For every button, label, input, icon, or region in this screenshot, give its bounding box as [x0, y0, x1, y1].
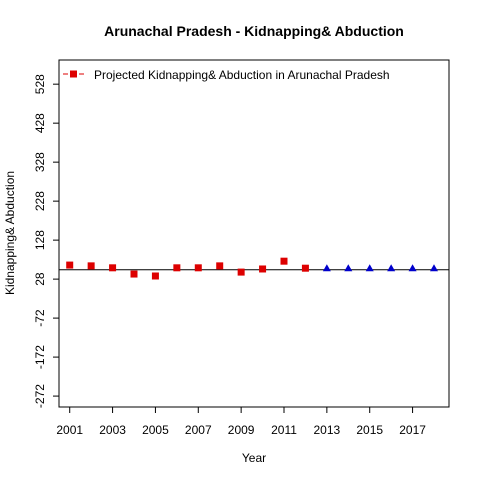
x-axis: 2001 2003 2005 2007 2009 2011 2013 2015 2017 — [56, 407, 426, 437]
y-tick-label: 428 — [33, 113, 47, 133]
x-axis-label: Year — [242, 451, 266, 465]
y-tick-label: 328 — [33, 152, 47, 172]
x-tick-label: 2007 — [185, 423, 212, 437]
data-point-triangle — [344, 264, 353, 272]
data-point-triangle — [430, 264, 438, 272]
y-tick-label: 228 — [33, 191, 47, 211]
y-tick-label: -272 — [33, 384, 47, 408]
x-tick-label: 2015 — [356, 423, 383, 437]
data-point-square — [216, 262, 224, 270]
data-point-square — [87, 262, 95, 270]
x-tick-label: 2013 — [314, 423, 341, 437]
data-point-square — [173, 264, 181, 272]
x-tick-label: 2009 — [228, 423, 255, 437]
y-tick-label: 128 — [33, 230, 47, 250]
data-point-triangle — [365, 264, 374, 272]
x-tick-label: 2001 — [56, 423, 83, 437]
data-point-square — [130, 270, 138, 278]
data-point-square — [194, 264, 202, 272]
y-tick-label: 28 — [33, 272, 47, 286]
data-point-square — [259, 265, 267, 273]
legend-marker — [70, 70, 77, 78]
data-point-square — [280, 257, 288, 265]
data-point-square — [237, 268, 245, 276]
data-point-triangle — [408, 264, 417, 272]
data-point-square — [301, 264, 309, 272]
legend: Projected Kidnapping& Abduction in Aruna… — [63, 68, 390, 82]
x-tick-label: 2017 — [399, 423, 426, 437]
x-tick-label: 2011 — [271, 423, 297, 437]
x-tick-label: 2003 — [99, 423, 126, 437]
data-point-square — [109, 264, 117, 272]
y-axis: -272 -172 -72 28 128 228 328 428 528 — [33, 74, 59, 408]
data-points — [66, 257, 438, 280]
x-tick-label: 2005 — [142, 423, 169, 437]
data-point-square — [66, 261, 74, 269]
y-tick-label: -72 — [33, 309, 47, 327]
chart-title: Arunachal Pradesh - Kidnapping& Abductio… — [104, 23, 404, 39]
y-tick-label: -172 — [33, 345, 47, 369]
y-axis-label: Kidnapping& Abduction — [3, 171, 17, 295]
plot-area — [58, 59, 450, 408]
data-point-square — [151, 272, 159, 280]
data-point-triangle — [387, 264, 396, 272]
y-tick-label: 528 — [33, 74, 47, 94]
data-point-triangle — [322, 264, 331, 272]
legend-label: Projected Kidnapping& Abduction in Aruna… — [94, 68, 390, 82]
